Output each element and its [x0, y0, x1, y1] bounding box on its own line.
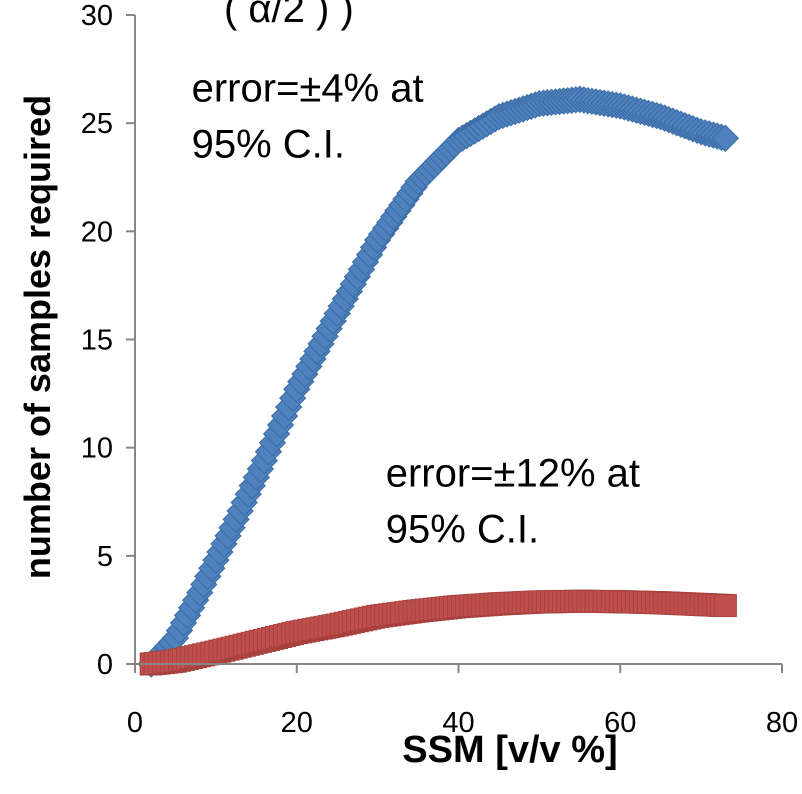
x-tick-label: 0: [127, 707, 143, 739]
y-tick-label: 10: [81, 433, 113, 465]
annotation-layer: error=±4% at 95% C.I. error=±12% at 95% C.I…: [192, 67, 640, 552]
data-point: [713, 594, 737, 618]
x-tick-label: 40: [442, 707, 474, 739]
annotation-1: error=±4% at 95% C.I.: [192, 67, 424, 167]
annotation-line: error=±4% at: [192, 67, 424, 111]
x-tick-label: 80: [766, 707, 798, 739]
x-axis-label: SSM [v/v %]: [402, 729, 617, 771]
series-layer: [137, 85, 740, 678]
y-tick-label: 30: [81, 0, 113, 32]
series-2: [139, 589, 737, 676]
y-ticks: 0 5 10 15 20 25 30: [81, 0, 135, 681]
title-fragment: ( α/2 ) ): [224, 0, 354, 31]
data-point: [711, 124, 740, 153]
x-tick-label: 20: [281, 707, 313, 739]
annotation-2: error=±12% at 95% C.I.: [386, 452, 640, 552]
annotation-line: 95% C.I.: [386, 508, 539, 552]
series-1: [137, 85, 740, 678]
y-tick-label: 25: [81, 108, 113, 140]
y-tick-label: 20: [81, 216, 113, 248]
y-tick-label: 0: [97, 649, 113, 681]
y-tick-label: 15: [81, 325, 113, 357]
y-axis-label: number of samples required: [17, 95, 58, 579]
annotation-line: 95% C.I.: [192, 123, 345, 167]
x-tick-label: 60: [604, 707, 636, 739]
y-tick-label: 5: [97, 541, 113, 573]
annotation-line: error=±12% at: [386, 452, 640, 496]
x-ticks: 0 20 40 60 80: [127, 664, 798, 739]
